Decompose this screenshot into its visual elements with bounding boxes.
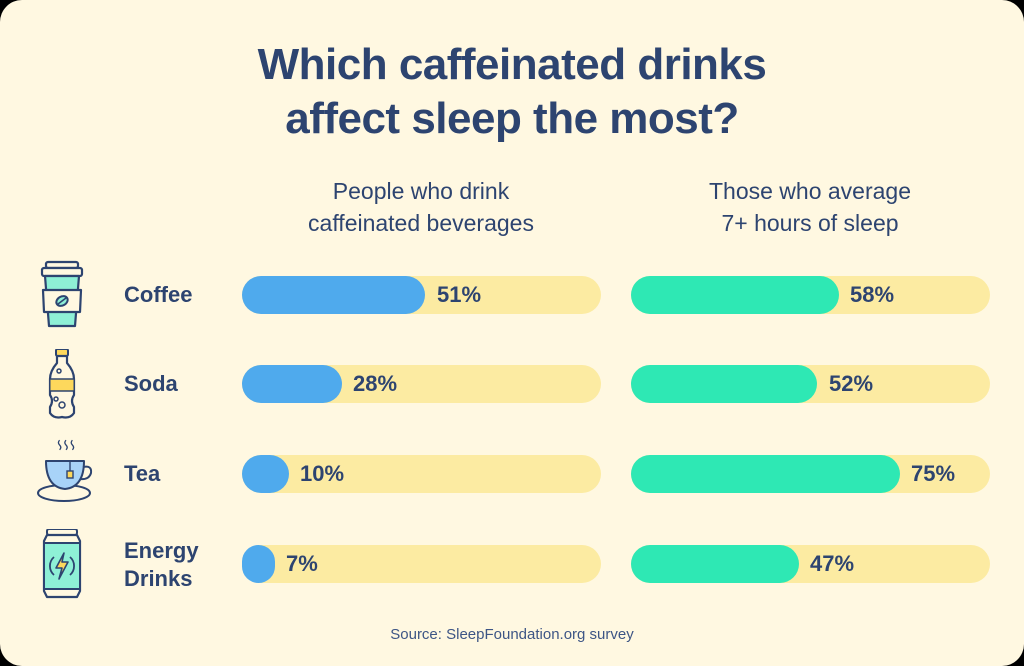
sleep-bar-fill: [631, 455, 900, 493]
coffee-cup-icon: [40, 260, 84, 328]
chart-title: Which caffeinated drinks affect sleep th…: [0, 38, 1024, 146]
drinkers-bar-fill: [242, 276, 425, 314]
sleep-value: 58%: [850, 282, 895, 307]
column-header-drinkers-line-2: caffeinated beverages: [308, 210, 534, 236]
drinkers-bar-track: 28%: [242, 365, 601, 403]
row-label-line-2: Drinks: [124, 566, 193, 591]
soda-bottle-icon: [48, 349, 76, 419]
column-header-sleep: Those who average 7+ hours of sleep: [630, 175, 990, 239]
sleep-bar-track: 47%: [631, 545, 990, 583]
row-tea: Tea 10% 75%: [0, 439, 1024, 502]
row-soda: Soda 28% 52%: [0, 349, 1024, 419]
drinkers-value: 51%: [437, 282, 482, 307]
row-label-line-1: Energy: [124, 538, 199, 563]
drinkers-bar-fill: [242, 545, 275, 583]
row-label: Soda: [124, 371, 178, 396]
title-line-1: Which caffeinated drinks: [257, 40, 767, 89]
column-header-sleep-line-2: 7+ hours of sleep: [721, 210, 899, 236]
sleep-value: 47%: [810, 551, 855, 576]
source-note: Source: SleepFoundation.org survey: [390, 626, 634, 643]
column-header-drinkers: People who drink caffeinated beverages: [241, 175, 601, 239]
drinkers-value: 10%: [300, 461, 345, 486]
column-header-sleep-line-1: Those who average: [708, 178, 911, 204]
drinkers-bar-track: 7%: [242, 545, 601, 583]
sleep-bar-track: 52%: [631, 365, 990, 403]
sleep-value: 52%: [829, 371, 874, 396]
column-header-drinkers-line-1: People who drink: [332, 178, 510, 204]
drinkers-bar-track: 51%: [242, 276, 601, 314]
drinkers-bar-fill: [242, 455, 289, 493]
row-label: Tea: [124, 461, 161, 486]
sleep-bar-track: 75%: [631, 455, 990, 493]
drinkers-bar-fill: [242, 365, 342, 403]
sleep-bar-fill: [631, 545, 799, 583]
sleep-bar-track: 58%: [631, 276, 990, 314]
drinkers-value: 28%: [353, 371, 398, 396]
energy-can-icon: [42, 529, 82, 599]
row-label: Coffee: [124, 282, 193, 307]
row-energy-drinks: Energy Drinks 7% 47%: [0, 529, 1024, 599]
tea-cup-icon: [37, 439, 93, 502]
title-line-2: affect sleep the most?: [285, 94, 739, 143]
sleep-bar-fill: [631, 365, 817, 403]
drinkers-bar-track: 10%: [242, 455, 601, 493]
row-coffee: Coffee 51% 58%: [0, 260, 1024, 328]
sleep-value: 75%: [911, 461, 956, 486]
drinkers-value: 7%: [286, 551, 318, 576]
sleep-bar-fill: [631, 276, 839, 314]
row-label: Energy Drinks: [124, 537, 199, 593]
